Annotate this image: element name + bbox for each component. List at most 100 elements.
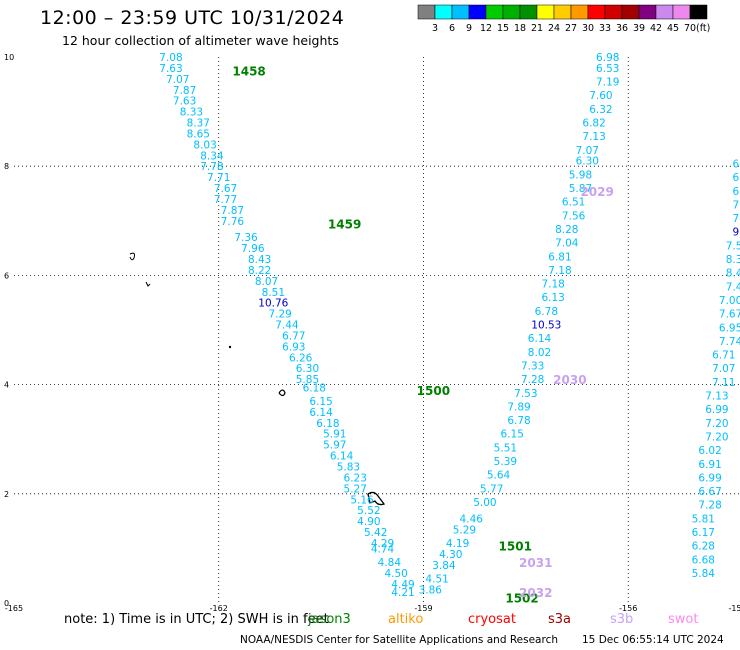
swh-value: 8.51 <box>262 287 285 299</box>
swh-value: 6.02 <box>698 445 721 457</box>
swh-value: 7.89 <box>507 401 530 413</box>
y-tick-label: 2 <box>4 490 9 499</box>
swh-value: 6.14 <box>528 333 552 345</box>
island-outline <box>145 281 151 287</box>
time-label: 1458 <box>232 65 265 79</box>
swh-value: 7.00 <box>719 295 740 307</box>
swh-value: 4.19 <box>446 538 469 550</box>
swh-value: 7.60 <box>589 90 612 102</box>
swh-value: 6.82 <box>582 118 605 130</box>
swh-value: 6.14 <box>330 451 354 463</box>
colorbar-label: 3 <box>432 23 438 34</box>
swh-value: 7.71 <box>207 172 230 184</box>
swh-value: 7.67 <box>214 183 237 195</box>
swh-value: 7.48 <box>726 281 740 293</box>
mission-label-s3a: s3a <box>548 612 572 627</box>
swh-value: 6.99 <box>705 404 728 416</box>
swh-value: 7.17 <box>733 213 740 225</box>
swh-value: 3.84 <box>432 560 456 572</box>
swh-value: 4.90 <box>357 516 380 528</box>
time-label: 1501 <box>499 540 532 554</box>
swh-value: 6.93 <box>282 341 305 353</box>
y-tick-label: 0 <box>4 599 9 608</box>
swh-value: 6.56 <box>733 158 740 170</box>
swh-value: 7.04 <box>555 238 579 250</box>
swh-value: 5.87 <box>569 183 592 195</box>
swh-value: 5.98 <box>569 169 592 181</box>
swh-value: 7.13 <box>705 391 728 403</box>
swh-value: 6.95 <box>719 322 740 334</box>
swh-value: 4.51 <box>425 573 448 585</box>
swh-value: 8.22 <box>248 265 271 277</box>
colorbar-label: 6 <box>449 23 455 34</box>
swh-value: 4.74 <box>371 543 395 555</box>
swh-value: 7.63 <box>159 63 182 75</box>
time-label: 2032 <box>519 586 552 600</box>
swh-value: 5.77 <box>480 483 503 495</box>
colorbar-label: 15 <box>497 23 509 34</box>
swh-value: 7.53 <box>514 388 537 400</box>
swh-value: 6.17 <box>692 527 715 539</box>
swh-value: 4.50 <box>384 568 407 580</box>
swh-value: 7.28 <box>521 374 544 386</box>
swh-value: 8.07 <box>255 276 278 288</box>
swh-value: 5.16 <box>350 494 374 506</box>
swh-value: 8.47 <box>726 268 740 280</box>
swh-value: 5.81 <box>692 513 715 525</box>
mission-label-s3b: s3b <box>610 612 634 627</box>
swh-value: 7.18 <box>541 279 564 291</box>
swh-value: 7.11 <box>712 377 735 389</box>
swh-value: 4.21 <box>391 587 414 599</box>
swh-value: 6.77 <box>282 330 305 342</box>
swh-value: 5.97 <box>323 440 346 452</box>
swh-value: 7.13 <box>582 131 605 143</box>
colorbar-label: 42 <box>650 23 662 34</box>
swh-value: 7.07 <box>712 363 735 375</box>
y-tick-label: 6 <box>4 271 9 280</box>
swh-value: 9.01 <box>733 227 740 239</box>
swh-value: 5.39 <box>494 456 517 468</box>
swh-value: 7.67 <box>719 309 740 321</box>
mission-label-swot: swot <box>668 612 699 627</box>
colorbar-label: 45 <box>667 23 679 34</box>
swh-value: 5.42 <box>364 527 387 539</box>
island-dot <box>228 345 232 349</box>
credit-text: NOAA/NESDIS Center for Satellite Applica… <box>240 634 558 646</box>
swh-value: 8.34 <box>200 150 224 162</box>
time-label: 1459 <box>328 218 361 232</box>
swh-value: 7.96 <box>241 243 265 255</box>
swh-value: 7.87 <box>173 85 196 97</box>
time-label: 2029 <box>580 185 613 199</box>
swh-value: 7.77 <box>214 194 237 206</box>
colorbar-label: 27 <box>565 23 577 34</box>
swh-value: 7.56 <box>562 210 586 222</box>
colorbar-label: 9 <box>466 23 472 34</box>
swh-value: 6.23 <box>344 472 367 484</box>
swh-value: 8.33 <box>180 107 203 119</box>
swh-value: 5.29 <box>453 524 476 536</box>
swh-value: 7.20 <box>705 431 728 443</box>
swh-value: 5.00 <box>473 497 496 509</box>
swh-value: 6.32 <box>589 104 612 116</box>
swh-value: 10.76 <box>258 298 288 310</box>
swh-value: 6.15 <box>501 429 524 441</box>
colorbar-label: 70 <box>684 23 696 34</box>
swh-value: 3.86 <box>419 584 443 596</box>
swh-value: 8.65 <box>187 128 210 140</box>
swh-value: 6.14 <box>309 407 333 419</box>
swh-value: 7.07 <box>576 145 599 157</box>
timestamp: 15 Dec 06:55:14 UTC 2024 <box>582 634 724 646</box>
swh-value: 4.84 <box>378 557 402 569</box>
swh-value: 8.37 <box>187 118 210 130</box>
swh-value: 7.44 <box>275 320 299 332</box>
swh-value: 8.38 <box>726 254 740 266</box>
swh-value: 7.20 <box>705 418 728 430</box>
swh-value: 4.46 <box>460 513 484 525</box>
swh-value: 6.98 <box>596 52 619 64</box>
swh-value: 7.33 <box>521 360 544 372</box>
swh-value: 6.68 <box>692 554 715 566</box>
swh-value: 7.07 <box>166 74 189 86</box>
swh-value: 5.84 <box>692 568 716 580</box>
x-tick-label: -165 <box>5 604 23 613</box>
